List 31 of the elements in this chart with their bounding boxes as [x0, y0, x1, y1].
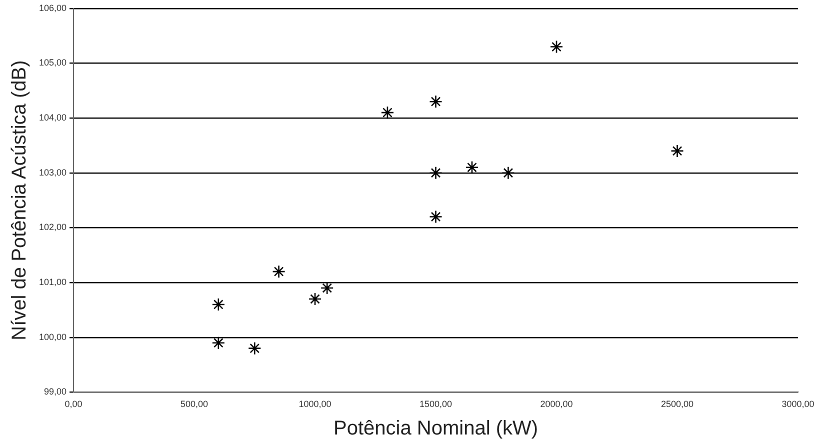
y-tick-label: 99,00 [44, 386, 67, 397]
point [248, 342, 262, 355]
y-tick-label: 100,00 [38, 332, 67, 342]
x-axis-title: Potência Nominal (kW) [334, 418, 538, 440]
point [320, 281, 334, 295]
y-tick-label: 102,00 [38, 222, 67, 232]
x-tick-label: 500,00 [180, 399, 208, 410]
point [272, 264, 286, 278]
point [308, 292, 322, 306]
point [502, 166, 515, 180]
point [465, 160, 479, 174]
point [212, 336, 226, 350]
point [429, 94, 442, 108]
point [429, 210, 442, 224]
y-tick-label: 104,00 [38, 112, 67, 123]
x-tick-label: 1500,00 [419, 399, 452, 410]
y-tick-label: 105,00 [38, 58, 67, 68]
point [550, 40, 564, 54]
y-tick-label: 106,00 [38, 2, 67, 13]
point [429, 166, 442, 180]
x-tick-label: 0,00 [64, 399, 82, 410]
y-tick-label: 103,00 [38, 167, 67, 178]
x-tick-label: 1000,00 [298, 399, 332, 410]
y-axis-title: Nível de Potência Acústica (dB) [8, 60, 31, 340]
x-tick-label: 2000,00 [540, 399, 573, 410]
x-tick-label: 3000,00 [782, 399, 814, 410]
y-tick-label: 101,00 [38, 277, 67, 288]
point [212, 298, 226, 312]
x-tick-label: 2500,00 [660, 399, 694, 410]
point [670, 144, 684, 158]
point [380, 106, 394, 120]
